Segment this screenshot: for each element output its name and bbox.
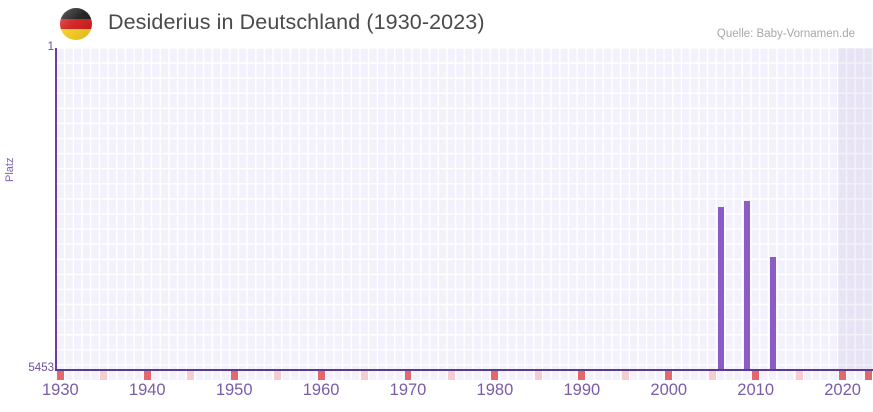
x-tick-mark-1935 [100,371,108,380]
page-title: Desiderius in Deutschland (1930-2023) [108,10,485,34]
x-tick-mark-2000 [665,371,673,380]
x-tick-mark-1950 [230,371,238,380]
grid-lines [56,48,873,369]
source-attribution: Quelle: Baby-Vornamen.de [716,28,855,40]
x-axis-line [55,369,873,371]
x-tick-label-1950: 1950 [215,381,253,399]
germany-flag-icon [60,8,92,40]
x-tick-mark-1945 [187,371,195,380]
x-tick-mark-1995 [621,371,629,380]
bar-2012 [769,256,777,369]
x-tick-label-2010: 2010 [737,381,775,399]
bar-2009 [743,201,751,369]
y-axis-max-label: 1 [47,41,54,53]
x-tick-mark-2010 [752,371,760,380]
x-tick-mark-2020 [839,371,847,380]
x-tick-mark-1990 [578,371,586,380]
x-tick-label-1970: 1970 [389,381,427,399]
x-tick-mark-1975 [447,371,455,380]
y-axis-title: Platz [4,157,16,182]
bar-2006 [717,206,725,369]
x-tick-mark-1985 [534,371,542,380]
x-tick-mark-2005 [708,371,716,380]
x-tick-mark-1960 [317,371,325,380]
x-tick-mark-1930 [56,371,64,380]
y-axis-min-label: 5453 [28,362,54,374]
x-tick-label-1980: 1980 [476,381,514,399]
x-tick-mark-1980 [491,371,499,380]
x-tick-label-1930: 1930 [41,381,79,399]
x-tick-mark-1965 [361,371,369,380]
x-tick-label-2020: 2020 [824,381,861,399]
x-axis-tick-band [56,371,873,380]
shaded-recent-region [838,48,873,369]
bar-series [56,48,873,369]
plot-area [56,48,873,369]
y-axis-line [55,48,57,370]
x-tick-mark-1955 [274,371,282,380]
x-tick-label-1940: 1940 [128,381,166,399]
x-tick-mark-1970 [404,371,412,380]
x-tick-mark-1940 [143,371,151,380]
x-tick-label-1960: 1960 [302,381,340,399]
x-tick-mark-2015 [795,371,803,380]
x-tick-mark-2023 [865,371,873,380]
x-tick-label-1990: 1990 [563,381,601,399]
x-tick-label-2000: 2000 [650,381,688,399]
chart-header: Desiderius in Deutschland (1930-2023) Qu… [0,0,873,48]
